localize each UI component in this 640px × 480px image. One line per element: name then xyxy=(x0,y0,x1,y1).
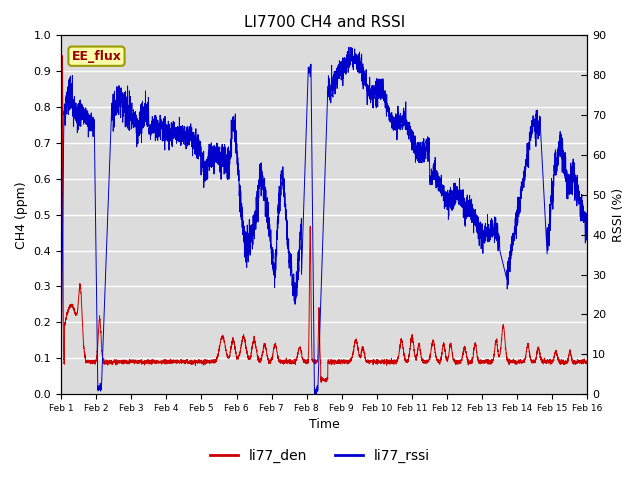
Y-axis label: RSSI (%): RSSI (%) xyxy=(612,188,625,242)
Text: EE_flux: EE_flux xyxy=(72,50,122,63)
Title: LI7700 CH4 and RSSI: LI7700 CH4 and RSSI xyxy=(244,15,405,30)
X-axis label: Time: Time xyxy=(309,419,340,432)
Legend: li77_den, li77_rssi: li77_den, li77_rssi xyxy=(204,443,436,468)
Y-axis label: CH4 (ppm): CH4 (ppm) xyxy=(15,181,28,249)
